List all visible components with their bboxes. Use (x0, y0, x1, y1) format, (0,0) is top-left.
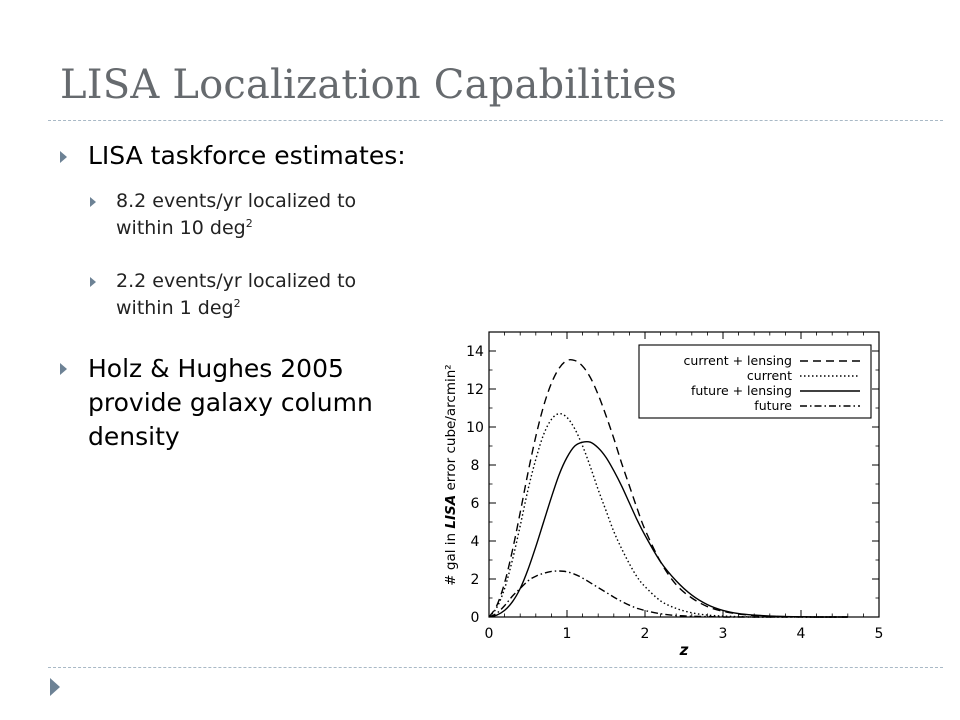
footer-divider (48, 667, 943, 668)
sub-bullet-line: 2.2 events/yr localized to (116, 270, 357, 292)
bullet-line: Holz & Hughes 2005 (88, 354, 344, 383)
bullet-holz-hughes: Holz & Hughes 2005 provide galaxy column… (60, 352, 373, 454)
bullet-line: provide galaxy column (88, 388, 373, 417)
x-tick-label: 5 (875, 626, 884, 642)
y-tick-label: 8 (471, 458, 480, 474)
bullet-line: density (88, 422, 180, 451)
y-axis-label: # gal in LISA error cube/arcmin² (443, 364, 459, 585)
x-tick-label: 4 (797, 626, 806, 642)
sub-bullet-line-text: within 10 deg (116, 217, 246, 239)
y-tick-label: 12 (466, 382, 484, 398)
x-tick-label: 3 (719, 626, 728, 642)
y-tick-label: 14 (466, 344, 484, 360)
superscript: 2 (245, 217, 253, 230)
bullet-taskforce: LISA taskforce estimates: (60, 140, 406, 172)
slide-marker-icon (50, 678, 60, 696)
y-tick-label: 6 (471, 496, 480, 512)
legend-label: current (747, 368, 792, 383)
y-tick-label: 0 (471, 610, 480, 626)
plot-area (488, 331, 880, 618)
sub-bullet-8-2-events: 8.2 events/yr localized to within 10 deg… (90, 188, 356, 242)
bullet-arrow-icon (90, 277, 96, 287)
series-line-1 (488, 412, 848, 618)
legend-label: future + lensing (691, 383, 792, 398)
sub-bullet-text: 8.2 events/yr localized to within 10 deg… (116, 188, 356, 242)
series-line-0 (488, 358, 848, 618)
series-lines (488, 358, 848, 618)
y-tick-label: 2 (471, 572, 480, 588)
x-tick-label: 0 (485, 626, 494, 642)
sub-bullet-line-text: within 1 deg (116, 297, 234, 319)
y-tick-label: 4 (471, 534, 480, 550)
bullet-text: LISA taskforce estimates: (88, 141, 406, 170)
legend-label: current + lensing (684, 353, 792, 368)
y-axis-label-lisa: LISA (443, 495, 459, 529)
plot-frame (488, 331, 880, 618)
bullet-arrow-icon (60, 151, 67, 163)
legend-label: future (754, 398, 792, 413)
bullet-arrow-icon (60, 363, 67, 375)
title-divider (48, 120, 943, 121)
superscript: 2 (233, 297, 241, 310)
x-tick-label: 2 (641, 626, 650, 642)
sub-bullet-line: within 1 deg2 (116, 295, 356, 322)
x-axis-label: z (679, 641, 689, 659)
sub-bullet-2-2-events: 2.2 events/yr localized to within 1 deg2 (90, 268, 356, 322)
bullet-text: Holz & Hughes 2005 provide galaxy column… (88, 352, 373, 454)
x-tick-label: 1 (563, 626, 572, 642)
bullet-arrow-icon (90, 197, 96, 207)
slide-title: LISA Localization Capabilities (60, 62, 678, 108)
y-tick-label: 10 (466, 420, 484, 436)
sub-bullet-line: 8.2 events/yr localized to (116, 190, 357, 212)
series-line-2 (488, 440, 848, 618)
sub-bullet-text: 2.2 events/yr localized to within 1 deg2 (116, 268, 356, 322)
series-line-3 (488, 570, 848, 618)
sub-bullet-line: within 10 deg2 (116, 215, 356, 242)
